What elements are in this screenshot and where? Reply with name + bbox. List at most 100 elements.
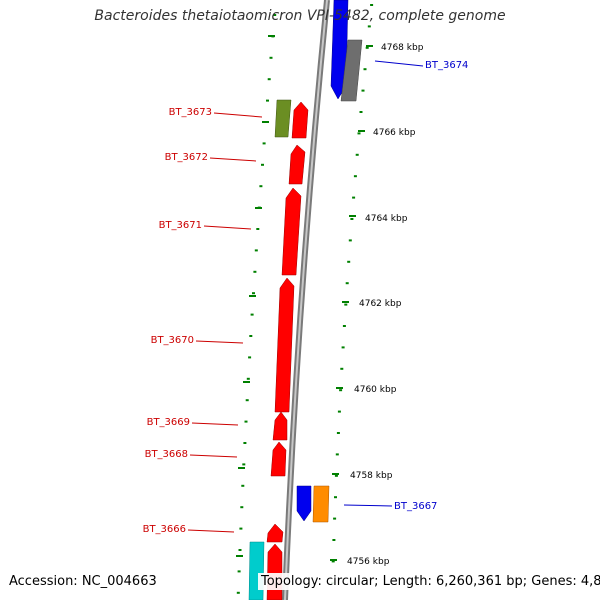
tick-mark (367, 25, 371, 28)
gene-bt3671-feature[interactable] (281, 187, 302, 276)
axis-label: 4766 kbp (373, 128, 416, 138)
tick-mark (347, 260, 351, 263)
tick-mark (353, 175, 357, 178)
gene-label-bt3672[interactable]: BT_3672 (165, 152, 208, 163)
gene-label-bt3670[interactable]: BT_3670 (151, 335, 194, 346)
tick-mark (250, 313, 254, 316)
gene-bt3669-feature[interactable] (272, 411, 288, 441)
gene-label-leaders (187, 60, 424, 533)
gene-bt3667-feature[interactable] (296, 485, 312, 522)
major-tick-mark (255, 207, 262, 209)
gene-labels: BT_3674 BT_3673 BT_3672 BT_3671 BT_3670 … (143, 60, 469, 535)
tick-mark (243, 442, 247, 444)
major-tick-mark (342, 301, 349, 303)
leader-line (203, 225, 252, 230)
major-tick-mark (366, 45, 373, 47)
leader-line (195, 340, 244, 344)
tick-mark (261, 163, 264, 166)
tick-mark (246, 377, 250, 380)
inner-tick-marks (236, 14, 277, 594)
gene-gray-feature[interactable] (340, 39, 363, 102)
tick-mark (237, 570, 241, 573)
gene-label-bt3669[interactable]: BT_3669 (147, 417, 190, 428)
gene-orange-feature[interactable] (312, 485, 330, 523)
tick-mark (357, 132, 361, 135)
tick-mark (248, 356, 252, 359)
gene-bt3673-feature[interactable] (291, 101, 309, 139)
major-tick-mark (238, 467, 245, 469)
tick-mark (334, 474, 338, 477)
tick-mark (352, 196, 356, 199)
tick-mark (345, 282, 349, 285)
gene-label-bt3668[interactable]: BT_3668 (145, 449, 188, 460)
major-tick-mark (358, 130, 365, 132)
tick-mark (333, 517, 337, 520)
axis-label: 4768 kbp (381, 43, 424, 53)
tick-mark (335, 453, 339, 456)
gene-label-bt3673[interactable]: BT_3673 (169, 107, 212, 118)
tick-mark (245, 399, 249, 402)
tick-mark (334, 496, 337, 499)
tick-mark (344, 303, 348, 306)
outer-tick-marks (331, 4, 374, 584)
gene-bt3673-olive-feature[interactable] (274, 99, 292, 138)
tick-mark (339, 389, 343, 392)
gene-bt3670-feature[interactable] (274, 277, 295, 413)
tick-mark (242, 463, 246, 466)
tick-mark (259, 185, 263, 188)
tick-mark (269, 56, 273, 59)
tick-mark (244, 420, 248, 423)
gene-cyan-feature[interactable] (248, 541, 265, 600)
leader-line (374, 60, 424, 67)
tick-mark (355, 153, 359, 156)
tick-mark (359, 111, 363, 113)
tick-mark (361, 89, 365, 92)
gene-bt3672-feature[interactable] (288, 144, 306, 185)
tick-mark (239, 527, 243, 530)
gene-label-bt3667[interactable]: BT_3667 (394, 501, 437, 512)
tick-mark (266, 99, 269, 102)
tick-mark (336, 432, 340, 434)
topology-text: Topology: circular; Length: 6,260,361 bp… (258, 573, 600, 590)
gene-label-bt3666[interactable]: BT_3666 (143, 524, 186, 535)
tick-mark (337, 410, 341, 413)
genome-title: Bacteroides thetaiotaomicron VPI-5482, c… (94, 8, 506, 24)
tick-mark (240, 506, 244, 509)
tick-mark (350, 218, 354, 220)
axis-label: 4758 kbp (350, 471, 393, 481)
major-tick-mark (330, 559, 337, 561)
tick-mark (348, 239, 352, 242)
major-tick-mark (243, 381, 250, 383)
tick-mark (238, 549, 242, 551)
gene-red-lower-feature[interactable] (266, 543, 283, 600)
leader-line (343, 504, 393, 507)
axis-label: 4760 kbp (354, 385, 397, 395)
major-tick-mark (336, 387, 343, 389)
gene-label-bt3671[interactable]: BT_3671 (159, 220, 202, 231)
leader-line (209, 157, 257, 162)
accession-text: Accession: NC_004663 (6, 573, 160, 590)
tick-mark (249, 335, 253, 337)
major-tick-mark (349, 215, 356, 217)
tick-mark (262, 142, 266, 145)
major-tick-mark (249, 295, 256, 297)
leader-line (189, 454, 238, 458)
tick-mark (365, 46, 369, 49)
axis-label: 4762 kbp (359, 299, 402, 309)
tick-mark (267, 78, 271, 81)
tick-mark (236, 591, 240, 594)
gene-label-bt3674[interactable]: BT_3674 (425, 60, 468, 71)
major-tick-marks (236, 35, 373, 561)
major-tick-mark (236, 555, 243, 557)
leader-line (213, 112, 263, 118)
tick-mark (253, 270, 257, 273)
major-tick-mark (268, 35, 275, 37)
tick-mark (256, 228, 260, 230)
axis-label: 4756 kbp (347, 557, 390, 567)
gene-bt3666-feature[interactable] (266, 523, 284, 543)
gene-bt3668-feature[interactable] (270, 441, 287, 477)
genome-backbone-highlight (284, 0, 328, 600)
axis-label: 4764 kbp (365, 214, 408, 224)
tick-mark (273, 14, 277, 16)
